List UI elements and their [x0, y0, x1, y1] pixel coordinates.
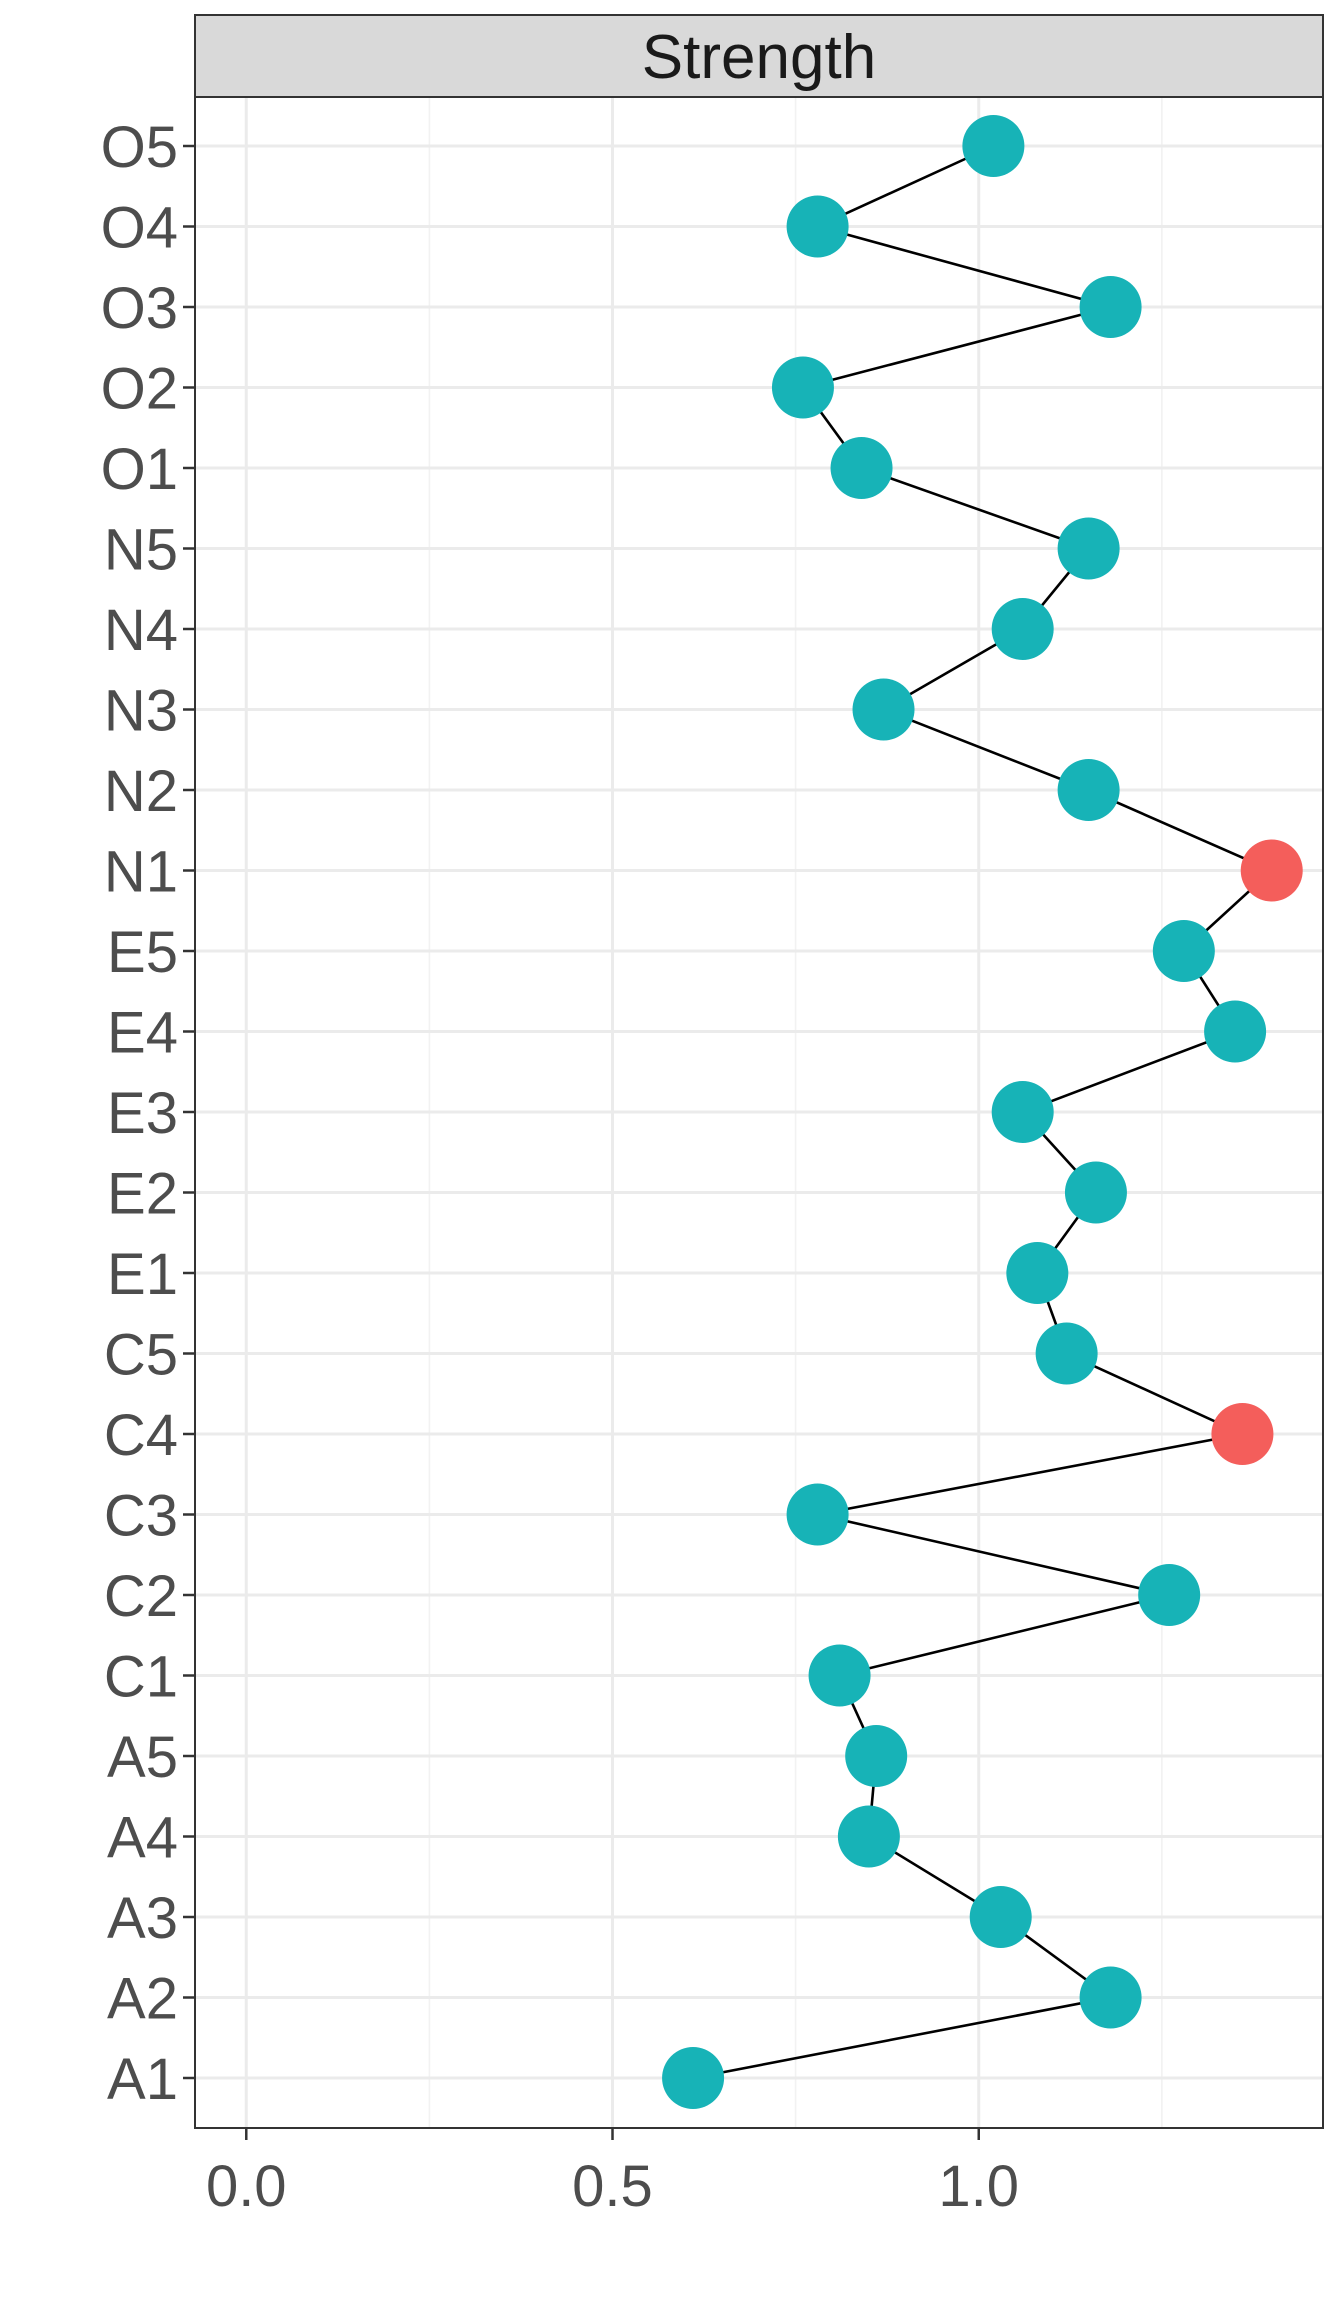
data-point-a3	[969, 1886, 1032, 1948]
data-point-a1	[662, 2047, 725, 2109]
y-tick-label: A4	[107, 1806, 178, 1871]
y-tick-label: E5	[107, 920, 178, 985]
grid-lines	[195, 97, 1323, 2128]
data-points	[662, 115, 1303, 2109]
y-tick-label: C3	[104, 1484, 178, 1549]
y-tick-label: E3	[107, 1081, 178, 1146]
data-point-a5	[845, 1725, 908, 1787]
x-tick-label: 0.0	[206, 2154, 287, 2219]
y-tick-label: N5	[104, 518, 178, 583]
y-tick-label: O1	[101, 437, 178, 502]
y-tick-label: A5	[107, 1725, 178, 1790]
data-point-e1	[1006, 1242, 1069, 1304]
data-point-c1	[808, 1644, 871, 1707]
data-point-n2	[1057, 759, 1120, 821]
data-point-c5	[1035, 1322, 1098, 1385]
y-tick-label: E2	[107, 1162, 178, 1227]
x-axis-labels: 0.0 0.5 1.0	[206, 2154, 1019, 2219]
data-point-o5	[962, 115, 1025, 177]
y-tick-label: A3	[107, 1886, 178, 1951]
axis-ticks	[183, 144, 980, 2140]
y-tick-label: O3	[101, 276, 178, 341]
y-tick-label: C1	[104, 1645, 178, 1710]
y-tick-label: A1	[107, 2047, 178, 2112]
y-tick-label: O4	[101, 196, 178, 261]
y-tick-label: C2	[104, 1564, 178, 1629]
data-point-o3	[1079, 276, 1142, 338]
y-tick-label: O5	[101, 115, 178, 180]
data-point-o1	[830, 437, 893, 499]
data-point-n4	[991, 598, 1054, 660]
data-point-c4	[1211, 1403, 1274, 1465]
y-tick-label: O2	[101, 357, 178, 422]
data-point-o4	[786, 195, 849, 258]
y-axis-labels: A1 A2 A3 A4 A5 C1 C2 C3 C4 C5 E1 E2 E3 E4 E5 N1 N2 N3 N4 N5…	[101, 115, 178, 2112]
data-point-o2	[771, 356, 834, 419]
data-point-n3	[852, 678, 915, 741]
y-tick-label: N1	[104, 840, 178, 905]
data-point-a4	[837, 1805, 900, 1868]
data-point-n5	[1057, 517, 1120, 580]
y-tick-label: C4	[104, 1403, 178, 1468]
y-tick-label: C5	[104, 1323, 178, 1388]
data-point-a2	[1079, 1966, 1142, 2029]
y-tick-label: E1	[107, 1242, 178, 1307]
y-tick-label: N3	[104, 679, 178, 744]
data-point-e5	[1152, 920, 1215, 982]
data-point-c2	[1138, 1564, 1201, 1626]
y-tick-label: E4	[107, 1001, 178, 1066]
data-point-e4	[1204, 1000, 1267, 1063]
facet-strip	[194, 14, 1324, 98]
y-tick-label: N4	[104, 598, 178, 663]
y-tick-label: N2	[104, 759, 178, 824]
data-point-n1	[1240, 839, 1303, 902]
x-tick-label: 0.5	[572, 2154, 653, 2219]
x-tick-label: 1.0	[938, 2154, 1019, 2219]
data-point-c3	[786, 1483, 849, 1546]
y-tick-label: A2	[107, 1967, 178, 2032]
data-point-e2	[1064, 1161, 1127, 1224]
facet-title: Strength	[642, 23, 876, 92]
data-point-e3	[991, 1081, 1054, 1143]
